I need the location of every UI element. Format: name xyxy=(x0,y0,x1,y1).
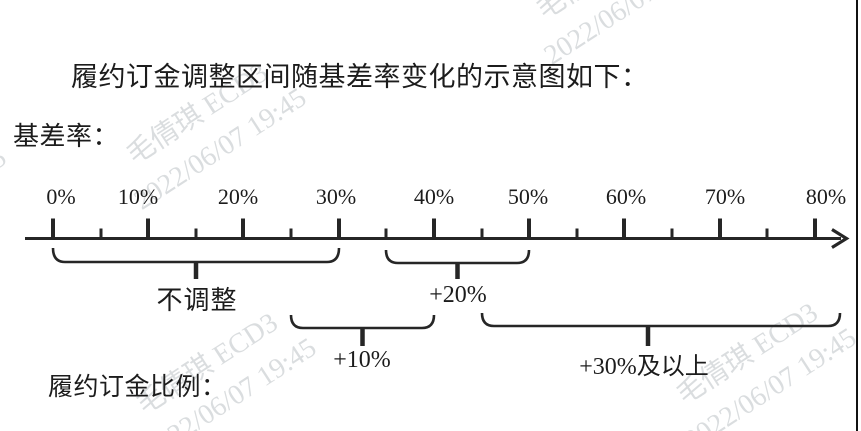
tick-label-20: 20% xyxy=(217,184,259,209)
axis-arrow-icon xyxy=(831,228,850,249)
tick-label-60: 60% xyxy=(605,184,647,209)
bracket-plus30 xyxy=(480,312,842,328)
basis-rate-caption: 基差率： xyxy=(13,122,120,151)
major-ticks xyxy=(51,218,817,240)
page-title: 履约订金调整区间随基差率变化的示意图如下： xyxy=(71,62,649,92)
right-border-line xyxy=(856,0,858,431)
tick-label-30: 30% xyxy=(315,184,357,209)
bracket-label-plus30: +30%及以上 xyxy=(579,354,709,380)
tick-label-80: 80% xyxy=(805,184,847,209)
tick-label-50: 50% xyxy=(507,184,549,209)
bracket-label-no-adjust: 不调整 xyxy=(156,286,238,315)
deposit-ratio-caption: 履约订金比例： xyxy=(48,374,227,401)
minor-ticks xyxy=(99,228,769,240)
bracket-plus20 xyxy=(384,249,531,265)
bracket-label-plus10: +10% xyxy=(333,347,391,373)
bracket-no-adjust xyxy=(51,247,341,264)
tick-label-0: 0% xyxy=(46,184,76,209)
tick-label-70: 70% xyxy=(704,184,746,209)
tick-label-10: 10% xyxy=(117,184,159,209)
bracket-label-plus20: +20% xyxy=(429,282,487,308)
bracket-plus10 xyxy=(289,314,436,330)
tick-label-40: 40% xyxy=(413,184,455,209)
